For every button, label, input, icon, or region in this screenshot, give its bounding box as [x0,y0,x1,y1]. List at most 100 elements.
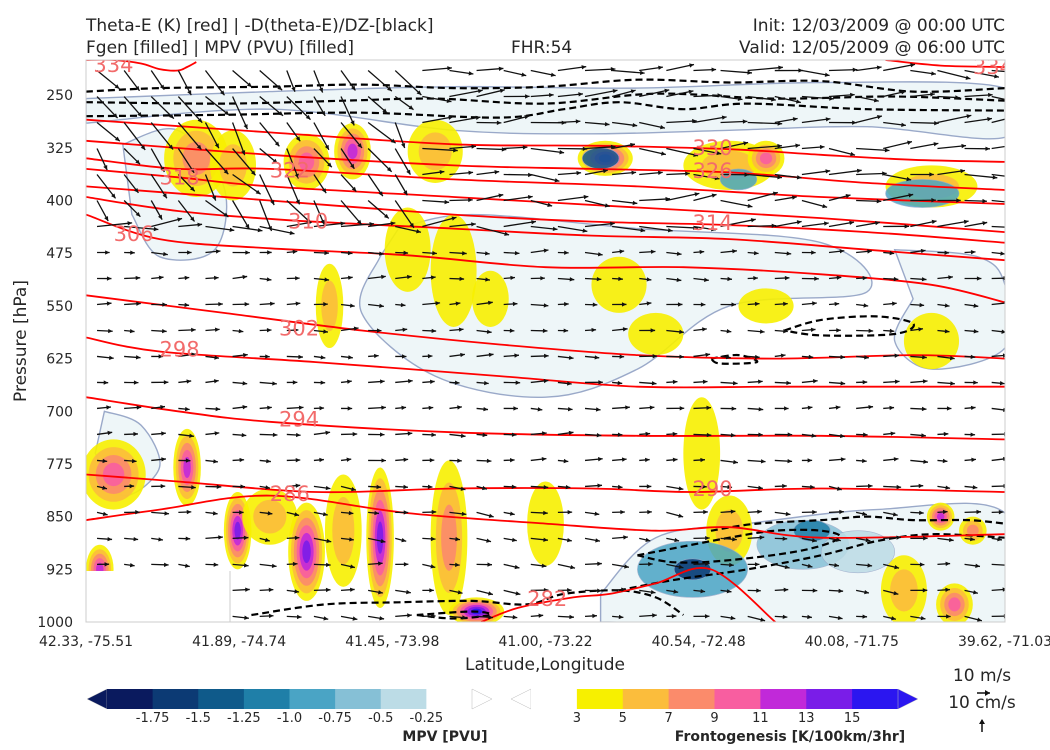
wind-vector [476,406,489,412]
wind-vector-head [812,379,818,384]
wind-vector [910,536,928,541]
wind-vector-shaft [530,147,565,154]
wind-vector-head [594,511,600,516]
wind-vector-head [494,170,500,175]
wind-vector-head [569,277,575,282]
wind-vector [286,483,301,488]
wind-vector [503,511,515,516]
wind-vector-head [783,328,788,334]
wind-vector-head [162,328,167,334]
wind-vector [828,147,856,157]
wind-vector-head [457,405,462,410]
wind-vector-head [630,142,635,148]
wind-vector-shaft [937,114,972,124]
wind-vector-shaft [937,144,967,150]
wind-vector-head [488,300,493,306]
wind-vector [313,277,330,282]
y-tick-475: 475 [46,246,73,262]
wind-vector-shaft [124,225,159,231]
wind-vector-head [265,354,270,359]
wind-vector-head [190,216,195,222]
wind-vector-head [567,537,572,543]
wind-vector [394,148,411,175]
wind-vector-head [645,431,651,437]
wind-vector [205,459,219,464]
wind-vector [666,329,684,335]
wind-vector [340,303,355,308]
wind-vector [801,199,828,209]
wind-vector [96,511,108,516]
wind-vector-head [949,355,955,361]
wind-vector-head [640,228,646,233]
wind-vector-head [610,144,616,150]
wind-vector [503,563,520,570]
y-tick-325: 325 [46,141,73,157]
wind-vector-head [567,510,573,515]
wind-vector [150,122,174,150]
wind-vector [340,200,363,226]
wind-vector-shaft [394,122,406,149]
wind-vector [612,405,630,410]
wind-vector [584,67,616,72]
wind-vector [585,380,603,385]
wind-vector-head [162,302,167,307]
wind-vector-head [754,354,760,360]
wind-vector [774,117,798,124]
wind-vector-head [645,537,651,542]
wind-vector-shaft [557,195,589,202]
wind-vector-shaft [991,407,1005,411]
wind-vector-shaft [530,173,560,182]
wind-vector-head [918,483,924,489]
wind-vector-head [158,537,163,542]
colorbar-segment [714,689,761,709]
wind-vector-head [862,458,867,464]
wind-vector-head [592,302,598,307]
wind-vector-head [243,563,249,568]
theta-e-label-310: 310 [288,210,328,234]
wind-vector [747,95,776,102]
wind-vector-head [153,226,159,232]
wind-vector [205,379,219,384]
wind-vector-head [777,121,783,126]
wind-vector [639,431,651,437]
wind-vector-head [582,228,588,233]
wind-vector-head [829,96,834,101]
wind-vector-head [704,277,709,282]
wind-vector [151,431,166,436]
theta-e-layer [86,60,1005,622]
wind-vector-head [694,192,700,197]
wind-vector-head [242,274,248,280]
wind-vector-head [646,277,652,282]
wind-vector [151,251,168,257]
wind-vector-shaft [286,148,300,179]
wind-vector-shaft [205,96,230,116]
wind-vector [151,562,169,567]
colorbar-tick: -1.75 [136,711,170,726]
theta-e-contour-314 [86,185,1005,244]
wind-vector [720,276,733,282]
wind-vector-head [873,98,879,103]
wind-vector [937,431,949,437]
wind-vector [557,225,588,233]
wind-vector-shaft [991,302,1005,306]
y-tick-775: 775 [46,457,73,473]
wind-vector [178,275,190,281]
theta-e-contour-318 [86,168,1005,233]
wind-vector-head [795,143,801,148]
wind-vector-shaft [204,122,220,149]
wind-vector [449,170,474,176]
wind-vector-head [106,405,111,410]
colorbar-segment [668,689,715,709]
wind-vector [747,485,763,490]
wind-vector [503,250,520,256]
wind-vector [422,405,434,411]
wind-vector [964,432,976,437]
wind-vector [639,277,652,282]
wind-vector-shaft [693,94,723,98]
wind-vector [96,122,121,142]
wind-vector-head [910,63,916,68]
wind-vector [557,381,572,386]
wind-vector [883,90,906,98]
wind-vector-head [647,509,652,515]
wind-vector-head [944,303,950,308]
